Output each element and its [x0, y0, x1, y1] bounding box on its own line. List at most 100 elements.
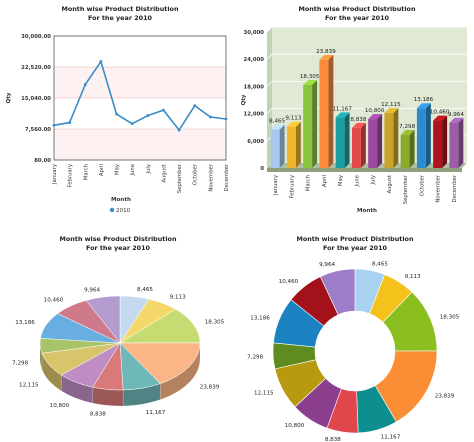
y-tick-label: 7,560.00 — [25, 127, 51, 133]
slice-label: 8,838 — [90, 411, 106, 417]
x-tick-label: May — [338, 175, 344, 186]
x-tick-label: October — [193, 163, 199, 185]
x-tick-label: September — [177, 163, 183, 193]
chart-title: Month wise Product Distribution — [296, 235, 413, 243]
bar-side — [442, 115, 448, 168]
bar-chart: Month wise Product Distribution For the … — [241, 5, 467, 214]
slice-label: 9,964 — [319, 262, 335, 268]
data-point — [52, 123, 56, 127]
slice-label: 8,838 — [325, 437, 341, 442]
x-tick-label: July — [371, 175, 377, 186]
legend-label: 2010 — [116, 208, 131, 214]
data-point — [193, 104, 197, 108]
y-tick-label: 0 — [260, 166, 264, 172]
plot-area: 30,000 24,000 18,000 12,000 6,000 0 8,465 Janua… — [244, 26, 467, 204]
x-tick-label: January — [52, 164, 58, 185]
data-point — [224, 117, 228, 121]
chart-title: Month wise Product Distribution — [59, 235, 176, 243]
data-label: 9,113 — [285, 116, 301, 122]
bar — [416, 108, 426, 168]
data-label: 7,298 — [399, 124, 415, 130]
bar — [286, 126, 296, 168]
x-tick-label: December — [452, 174, 458, 202]
bar — [368, 119, 378, 168]
bar-top — [351, 122, 366, 128]
bar — [384, 113, 394, 168]
data-label: 8,838 — [350, 117, 366, 123]
bar-side — [409, 129, 415, 168]
grid-line-depth — [266, 108, 273, 114]
data-point — [208, 115, 212, 119]
chart-subtitle: For the year 2010 — [88, 14, 153, 22]
x-tick-label: March — [83, 164, 89, 180]
x-tick-label: September — [403, 174, 409, 204]
data-label: 23,839 — [316, 49, 336, 55]
bar-side — [393, 108, 399, 168]
doughnut-chart-panel: Month wise Product Distribution For the … — [237, 221, 474, 442]
plot-area: 8,465 9,113 18,305 23,839 11,167 8,838 10,800 1… — [12, 287, 225, 417]
bar-side — [377, 114, 383, 168]
x-tick-label: April — [322, 175, 328, 187]
grid-line-depth — [266, 81, 273, 87]
y-axis-title: Qty — [6, 92, 12, 103]
grid-line-depth — [266, 53, 273, 60]
bar-top — [303, 80, 318, 86]
x-tick-label: January — [273, 175, 279, 196]
slice-label: 10,800 — [50, 403, 70, 409]
data-label: 11,167 — [332, 106, 352, 112]
bar-side — [360, 122, 366, 168]
bar — [351, 127, 361, 168]
y-tick-label: 22,520.00 — [21, 65, 51, 71]
x-tick-label: February — [68, 164, 74, 187]
grid-band — [54, 36, 226, 67]
x-tick-label: October — [419, 174, 425, 196]
data-label: 12,115 — [381, 102, 401, 108]
bar-side — [295, 121, 301, 168]
slice-label: 7,298 — [12, 360, 28, 366]
floor-edge — [267, 168, 462, 172]
y-tick-label: 30,000.00 — [21, 34, 51, 40]
grid-band — [54, 98, 226, 129]
data-point — [83, 83, 87, 86]
slice-label: 18,305 — [440, 314, 460, 320]
slice-label: 23,839 — [200, 384, 220, 390]
data-point — [99, 60, 103, 63]
x-tick-label: November — [208, 163, 214, 191]
chart-subtitle: For the year 2010 — [323, 244, 388, 252]
x-tick-label: June — [130, 164, 136, 177]
bar-chart-panel: Month wise Product Distribution For the … — [237, 0, 474, 221]
bar-top — [319, 54, 334, 60]
bar — [319, 59, 329, 168]
bar-top — [433, 115, 448, 121]
x-tick-label: May — [115, 164, 121, 175]
y-tick-label: 24,000 — [244, 57, 265, 63]
slice-label: 11,167 — [146, 410, 166, 416]
chart-subtitle: For the year 2010 — [325, 14, 390, 22]
bar-top — [286, 121, 301, 127]
grid-line-depth — [266, 26, 273, 33]
slice-label: 13,186 — [250, 315, 270, 321]
y-tick-label: 18,000 — [244, 84, 265, 90]
series-line-2010 — [53, 59, 227, 132]
line-chart-panel: Month wise Product Distribution For the … — [0, 0, 237, 221]
slice-label: 8,465 — [372, 262, 388, 268]
pie-chart: Month wise Product Distribution For the … — [12, 235, 225, 417]
x-tick-label: August — [161, 164, 167, 183]
bar-side — [312, 80, 318, 168]
chart-title: Month wise Product Distribution — [61, 5, 178, 13]
pie-slice — [119, 308, 201, 344]
data-point — [130, 122, 134, 126]
bar-top — [368, 114, 383, 120]
chart-subtitle: For the year 2010 — [86, 244, 151, 252]
slice-label: 9,964 — [84, 287, 100, 293]
slice-label: 12,115 — [19, 383, 39, 389]
x-tick-label: December — [224, 163, 230, 191]
bar-side — [458, 117, 464, 168]
legend-marker — [109, 207, 115, 213]
bar — [433, 120, 443, 168]
bar-top — [416, 103, 431, 109]
data-label: 10,460 — [430, 110, 450, 116]
data-point — [68, 121, 72, 124]
pie-chart-panel: Month wise Product Distribution For the … — [0, 221, 237, 442]
slice-label: 13,186 — [15, 320, 35, 326]
